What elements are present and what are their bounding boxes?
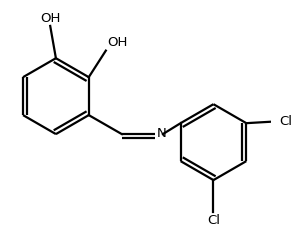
Text: OH: OH — [40, 12, 60, 25]
Text: Cl: Cl — [280, 115, 292, 128]
Text: Cl: Cl — [207, 213, 220, 227]
Text: N: N — [157, 127, 166, 140]
Text: OH: OH — [107, 36, 127, 50]
